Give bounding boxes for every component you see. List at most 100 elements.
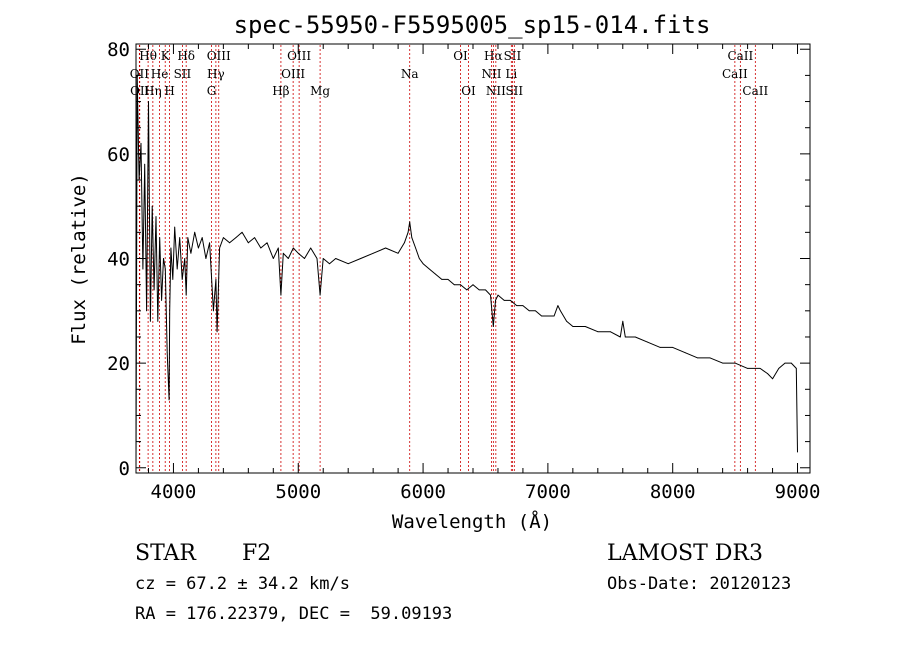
data-point-110 — [684, 352, 686, 354]
x-tick-label-5: 9000 — [775, 481, 821, 503]
data-point-119 — [778, 368, 780, 369]
line-label-16: Na — [401, 67, 419, 81]
series-line-flux — [135, 74, 798, 468]
data-point-39 — [223, 237, 224, 239]
data-point-7 — [148, 101, 149, 102]
data-point-118 — [772, 378, 773, 380]
data-point-57 — [319, 294, 321, 296]
line-label-8: Hδ — [177, 49, 195, 63]
data-point-81 — [478, 289, 480, 291]
data-point-97 — [560, 310, 561, 312]
data-point-94 — [547, 315, 549, 317]
data-point-61 — [347, 263, 349, 265]
data-point-13 — [159, 237, 161, 239]
data-point-30 — [194, 231, 196, 233]
data-point-69 — [411, 237, 413, 239]
data-point-91 — [528, 310, 530, 312]
data-point-21 — [172, 279, 174, 280]
data-point-24 — [179, 237, 181, 239]
data-point-101 — [597, 331, 599, 333]
data-point-11 — [155, 216, 157, 218]
data-point-16 — [164, 268, 166, 270]
data-point-68 — [409, 221, 411, 223]
data-point-28 — [187, 237, 189, 239]
data-point-51 — [287, 258, 289, 259]
data-point-63 — [372, 252, 374, 254]
data-point-82 — [485, 289, 486, 291]
y-tick-label-4: 80 — [107, 39, 130, 61]
data-point-49 — [280, 294, 282, 296]
line-label-9: OIII — [207, 49, 231, 63]
data-point-12 — [157, 320, 159, 322]
data-point-25 — [181, 279, 183, 280]
data-point-123 — [797, 451, 798, 453]
data-point-83 — [490, 294, 491, 296]
data-point-84 — [492, 326, 494, 327]
data-point-33 — [205, 258, 207, 259]
data-point-10 — [153, 289, 155, 291]
data-point-80 — [472, 284, 474, 286]
data-point-73 — [428, 268, 430, 270]
data-point-37 — [216, 331, 218, 333]
line-label-13: OIII — [281, 67, 305, 81]
line-label-5: He — [151, 67, 169, 81]
data-point-95 — [553, 315, 555, 317]
y-axis-label: Flux (relative) — [68, 173, 90, 345]
line-label-26: CaII — [722, 67, 748, 81]
line-label-22: Li — [505, 67, 517, 81]
data-point-6 — [146, 310, 148, 312]
data-point-106 — [634, 336, 636, 338]
data-point-54 — [304, 258, 305, 259]
data-point-5 — [144, 163, 146, 165]
data-point-88 — [510, 300, 511, 301]
data-point-65 — [397, 252, 399, 254]
y-tick-label-1: 20 — [107, 353, 130, 375]
data-point-41 — [235, 237, 237, 239]
data-point-3 — [140, 143, 142, 144]
data-point-96 — [557, 305, 559, 306]
line-label-11: G — [207, 84, 217, 98]
coordinates: RA = 176.22379, DEC = 59.09193 — [135, 604, 452, 624]
data-point-18 — [168, 399, 170, 401]
data-point-45 — [260, 247, 262, 249]
data-point-34 — [209, 242, 211, 244]
y-tick-label-0: 0 — [119, 458, 130, 480]
data-point-35 — [213, 310, 214, 312]
data-point-50 — [282, 252, 284, 254]
line-label-24: SII — [505, 84, 523, 98]
line-label-27: CaII — [742, 84, 768, 98]
data-point-67 — [407, 231, 409, 233]
line-label-4: K — [161, 49, 171, 63]
data-point-19 — [169, 310, 171, 312]
data-point-121 — [790, 362, 792, 364]
data-point-78 — [460, 284, 461, 286]
data-point-108 — [659, 347, 661, 348]
data-point-59 — [329, 263, 330, 265]
line-label-14: Hβ — [272, 84, 289, 98]
line-label-7: H — [164, 84, 174, 98]
data-point-38 — [219, 247, 221, 249]
data-point-99 — [572, 326, 574, 327]
data-point-26 — [184, 258, 186, 259]
line-label-25: CaII — [727, 49, 753, 63]
data-point-48 — [277, 247, 279, 249]
redshift-text: cz = 67.2 ± 34.2 km/s — [135, 574, 350, 594]
data-point-40 — [229, 242, 231, 244]
line-label-18: OI — [461, 84, 476, 98]
data-point-31 — [198, 247, 199, 249]
data-point-90 — [522, 305, 524, 306]
spectrum-series — [135, 74, 798, 469]
data-point-86 — [497, 294, 499, 296]
data-point-114 — [734, 362, 736, 364]
x-tick-label-4: 8000 — [650, 481, 696, 503]
line-label-2: OII — [130, 84, 150, 98]
data-point-44 — [254, 237, 256, 239]
data-point-53 — [297, 252, 299, 254]
data-point-22 — [174, 226, 176, 228]
y-tick-label-3: 60 — [107, 144, 130, 166]
line-label-19: Hα — [484, 49, 503, 63]
data-point-98 — [566, 320, 567, 322]
data-point-113 — [722, 362, 723, 364]
data-point-74 — [435, 273, 436, 275]
